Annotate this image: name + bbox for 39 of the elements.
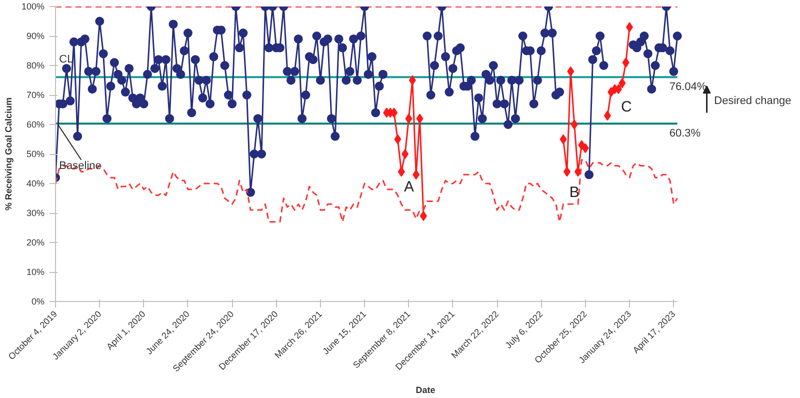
y-tick-label: 30%: [26, 208, 44, 218]
y-axis-title: % Receiving Goal Calcium: [3, 97, 14, 211]
y-tick-label: 20%: [26, 238, 44, 248]
line-series: [56, 159, 678, 223]
point: [398, 166, 405, 177]
ref-line-label: 76.04%: [669, 81, 707, 94]
y-tick-label: 40%: [26, 178, 44, 188]
y-tick-label: 90%: [26, 31, 44, 41]
point: [394, 134, 402, 144]
point: [560, 134, 567, 144]
y-tick-label: 10%: [26, 267, 44, 277]
y-tick-label: 80%: [26, 60, 44, 70]
annotation: A: [404, 178, 414, 196]
annotation: C: [621, 98, 632, 116]
point: [622, 58, 630, 68]
x-axis-title: Date: [416, 385, 436, 396]
point: [618, 78, 626, 88]
point: [570, 120, 578, 130]
point: [402, 149, 409, 159]
point: [416, 114, 424, 124]
point: [408, 75, 416, 86]
point: [604, 110, 611, 121]
y-tick-label: 0%: [31, 296, 45, 306]
text: Desired change: [714, 94, 792, 107]
ref-line-label: 60.3%: [669, 128, 701, 140]
point: [412, 170, 420, 180]
point: [563, 166, 570, 177]
annotation: B: [569, 184, 580, 201]
point: [405, 114, 412, 124]
point: [420, 210, 427, 221]
y-tick-label: 100%: [21, 2, 45, 12]
point: [582, 143, 589, 154]
y-tick-label: 50%: [26, 149, 44, 159]
point: [626, 22, 634, 32]
y-tick-label: 70%: [26, 90, 44, 100]
annotation: Baseline: [59, 160, 102, 172]
point: [567, 66, 574, 76]
y-tick-label: 60%: [26, 120, 44, 130]
point: [390, 108, 398, 118]
